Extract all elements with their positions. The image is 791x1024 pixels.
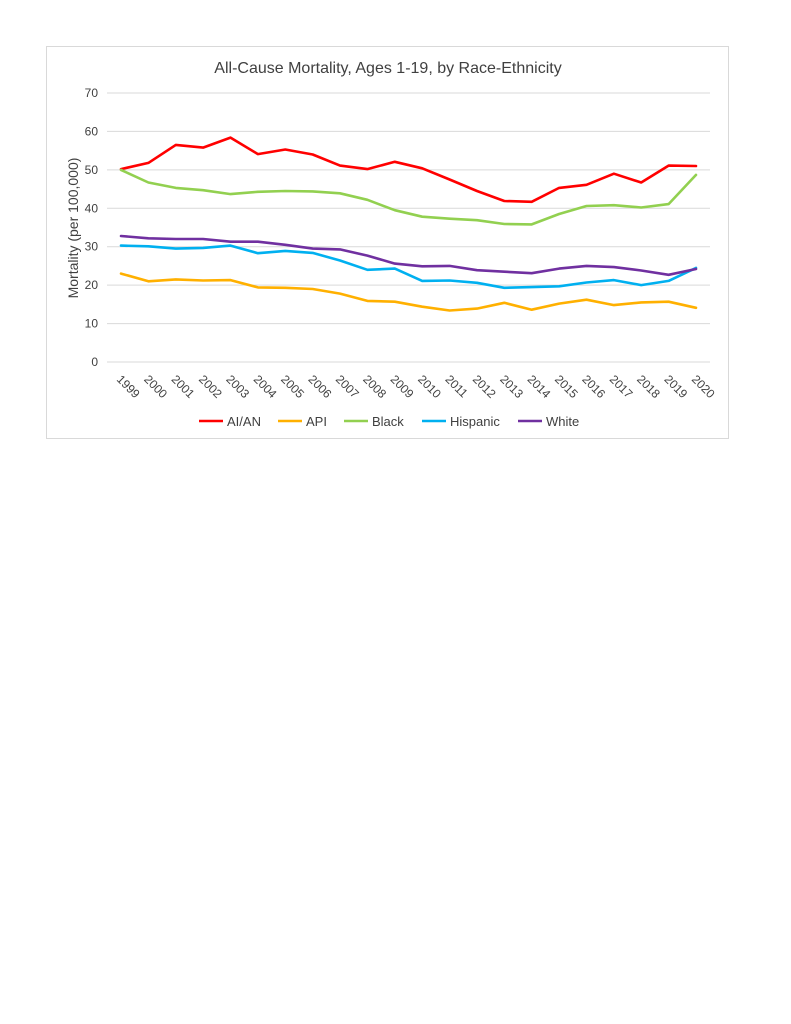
- series-line-hispanic: [119, 244, 698, 290]
- x-tick-label: 2006: [306, 372, 335, 401]
- x-tick-label: 2002: [196, 372, 225, 401]
- x-tick-label: 2016: [579, 372, 608, 401]
- y-tick-label: 0: [91, 355, 98, 369]
- x-tick-label: 2009: [388, 372, 417, 401]
- legend: AI/AN API Black Hispanic White: [199, 414, 579, 429]
- x-tick-label: 2018: [634, 372, 663, 401]
- x-tick-label: 2005: [278, 372, 307, 401]
- series-line-api: [119, 272, 698, 312]
- gridlines: [107, 92, 710, 363]
- series-line-white: [119, 234, 698, 277]
- x-tick-label: 2008: [360, 372, 389, 401]
- series-lines: [119, 136, 698, 312]
- series-line-black: [119, 168, 698, 226]
- x-tick-label: 2012: [470, 372, 499, 401]
- y-tick-label: 70: [85, 86, 99, 100]
- legend-label: AI/AN: [227, 414, 261, 429]
- y-tick-label: 60: [85, 124, 99, 138]
- x-tick-label: 2020: [689, 372, 718, 401]
- series-line-ai-an: [119, 136, 698, 204]
- y-tick-label: 40: [85, 201, 99, 215]
- y-axis-ticks: 0 10 20 30 40 50 60 70: [85, 86, 99, 369]
- legend-label: Hispanic: [450, 414, 500, 429]
- chart-title: All-Cause Mortality, Ages 1-19, by Race-…: [214, 60, 561, 77]
- y-tick-label: 20: [85, 278, 99, 292]
- x-tick-label: 2007: [333, 372, 362, 401]
- legend-label: API: [306, 414, 327, 429]
- y-tick-label: 50: [85, 163, 99, 177]
- x-tick-label: 2004: [251, 372, 280, 401]
- x-tick-label: 2010: [415, 372, 444, 401]
- x-axis-ticks: 1999200020012002200320042005200620072008…: [114, 372, 718, 401]
- x-tick-label: 2017: [607, 372, 636, 401]
- chart-frame: [46, 46, 729, 439]
- x-tick-label: 2011: [442, 372, 470, 400]
- x-tick-label: 2001: [169, 372, 198, 401]
- x-tick-label: 2019: [661, 372, 690, 401]
- x-tick-label: 2000: [141, 372, 170, 401]
- legend-label: Black: [372, 414, 404, 429]
- x-tick-label: 1999: [114, 372, 143, 401]
- y-axis-label: Mortality (per 100,000): [65, 158, 81, 299]
- x-tick-label: 2003: [223, 372, 252, 401]
- y-tick-label: 10: [85, 317, 99, 331]
- legend-label: White: [546, 414, 579, 429]
- x-tick-label: 2013: [497, 372, 526, 401]
- x-tick-label: 2015: [552, 372, 581, 401]
- x-tick-label: 2014: [525, 372, 554, 401]
- y-tick-label: 30: [85, 240, 99, 254]
